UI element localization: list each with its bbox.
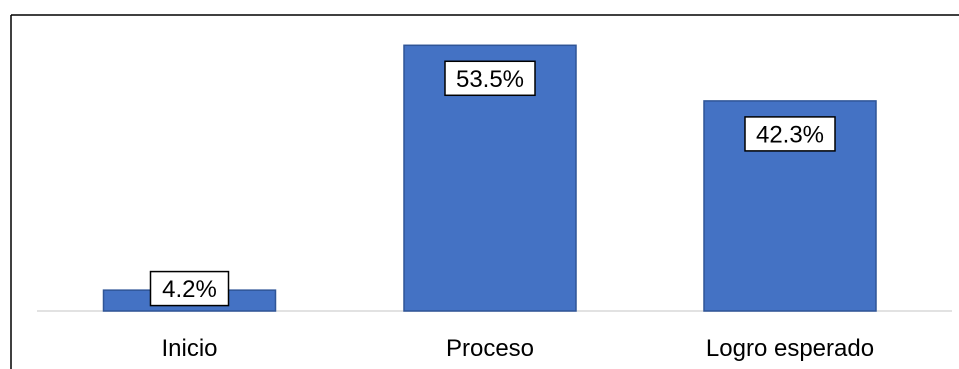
data-labels: 4.2% 53.5% 42.3% xyxy=(149,60,836,307)
x-tick-label-proceso: Proceso xyxy=(446,335,534,362)
data-label-inicio: 4.2% xyxy=(149,270,230,307)
data-label-box xyxy=(149,270,230,307)
bars-layer xyxy=(102,44,877,312)
data-label-logro-esperado: 42.3% xyxy=(744,116,836,152)
data-label-proceso: 53.5% xyxy=(444,60,536,97)
data-label-value: 42.3% xyxy=(756,121,824,148)
x-tick-label-logro-esperado: Logro esperado xyxy=(706,335,874,362)
data-label-value: 53.5% xyxy=(456,66,524,93)
data-label-value: 4.2% xyxy=(162,276,217,303)
data-label-box xyxy=(744,116,836,152)
x-tick-labels: Inicio Proceso Logro esperado xyxy=(161,335,874,362)
data-label-box xyxy=(444,60,536,97)
x-tick-label-inicio: Inicio xyxy=(161,335,217,362)
